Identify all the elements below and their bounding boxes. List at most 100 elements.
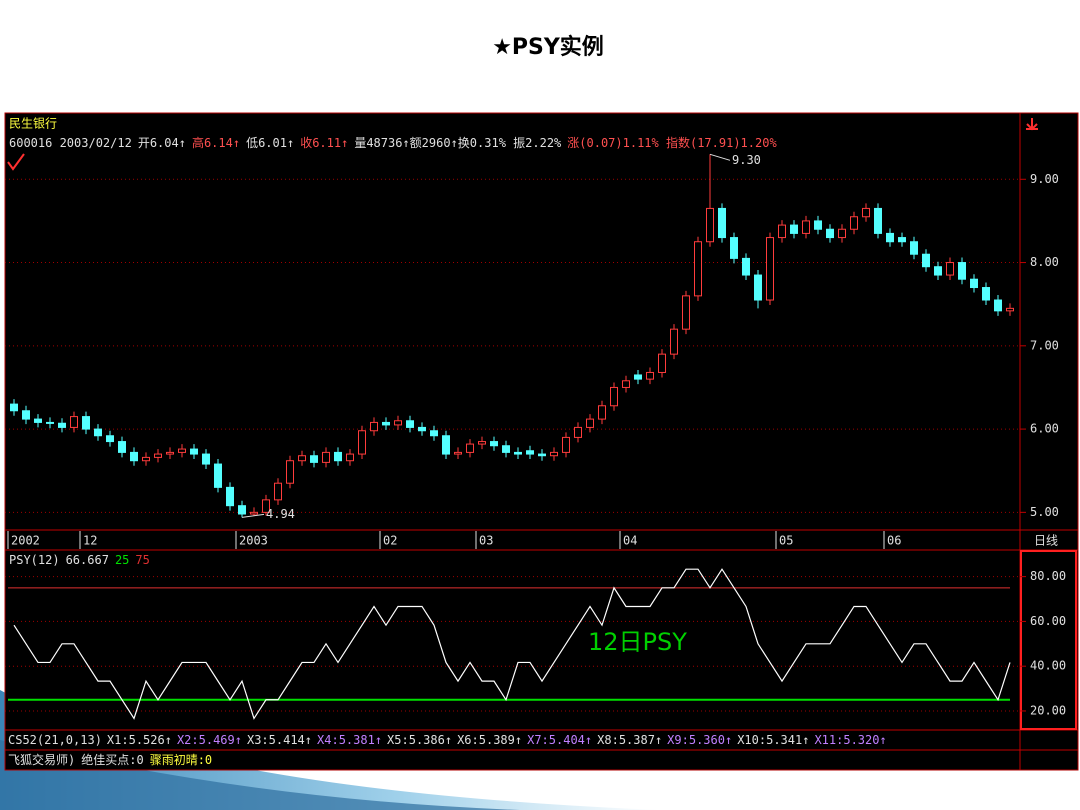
formula-row-item: X3:5.414↑ (247, 733, 312, 747)
candle-body (586, 418, 594, 428)
formula-row-item: X6:5.389↑ (457, 733, 522, 747)
quote-info-item: 低6.01↑ (246, 136, 294, 150)
formula-row-item: X4:5.381↑ (317, 733, 382, 747)
quote-info-item: 量48736↑额2960↑换0.31% 振2.22% (354, 136, 562, 150)
psy-line (13, 568, 1011, 720)
candle-body (622, 380, 630, 388)
candle-body (262, 499, 270, 513)
candle-body (814, 220, 822, 230)
signal-row: 飞狐交易师) 绝佳买点:0 骤雨初晴:0 (8, 752, 212, 767)
x-tick-label: 03 (479, 534, 493, 548)
candle-body (130, 451, 138, 462)
candle-body (142, 456, 150, 462)
candle-body (754, 274, 762, 301)
candle-body (886, 232, 894, 243)
candle-body (922, 253, 930, 268)
y-tick-label: 8.00 (1030, 255, 1059, 269)
candle-body (478, 441, 486, 445)
download-icon (1026, 118, 1038, 131)
formula-row-item: X8:5.387↑ (597, 733, 662, 747)
formula-row-item: X5:5.386↑ (387, 733, 452, 747)
threshold-label: 75 (135, 553, 149, 567)
candle-body (118, 441, 126, 453)
candle-body (394, 420, 402, 426)
candle-body (538, 453, 546, 457)
candle-body (682, 295, 690, 330)
x-tick-label: 2002 (11, 534, 40, 548)
candle-body (598, 405, 606, 420)
y-tick-label: 20.00 (1030, 703, 1066, 717)
period-label: 日线 (1034, 534, 1058, 548)
indicator-name: PSY(12) (9, 553, 60, 567)
candle-body (874, 207, 882, 234)
candle-body (34, 418, 42, 423)
chart-panel (4, 112, 1079, 771)
quote-info-item: 高6.14↑ (192, 135, 240, 150)
candle-body (106, 435, 114, 443)
decoration (0, 740, 520, 810)
candle-body (250, 511, 258, 515)
candle-body (202, 453, 210, 465)
candle-body (190, 448, 198, 455)
candle-body (670, 328, 678, 355)
candle-body (370, 421, 378, 432)
candle-body (514, 451, 522, 455)
x-tick-label: 02 (383, 534, 397, 548)
candle-body (226, 486, 234, 507)
candle-body (610, 386, 618, 407)
candle-body (286, 460, 294, 484)
quote-info-item: 涨(0.07)1.11% 指数(17.91)1.20% (567, 135, 777, 150)
candle-body (562, 436, 570, 453)
candle-body (778, 224, 786, 239)
candle-body (634, 374, 642, 380)
candle-body (838, 228, 846, 239)
candle-body (322, 451, 330, 463)
candle-body (850, 216, 858, 230)
candle-body (454, 451, 462, 455)
candle-body (358, 430, 366, 455)
candle-body (994, 299, 1002, 312)
candle-body (346, 453, 354, 462)
candle-body (46, 421, 54, 424)
candle-body (274, 482, 282, 501)
slide-title: ★PSY实例 (492, 34, 604, 60)
candle-body (10, 403, 18, 412)
candle-body (982, 287, 990, 301)
threshold-label: 25 (115, 553, 129, 567)
candle-body (418, 426, 426, 432)
candle-body (826, 228, 834, 239)
candle-body (910, 241, 918, 255)
candle-body (946, 262, 954, 276)
x-tick-label: 12 (83, 534, 97, 548)
check-icon (7, 153, 25, 171)
candle-body (646, 371, 654, 380)
candle-body (382, 421, 390, 426)
candle-body (466, 443, 474, 453)
formula-row-item: X1:5.526↑ (107, 733, 172, 747)
candle-body (574, 426, 582, 438)
candle-body (802, 220, 810, 234)
candle-body (58, 422, 66, 428)
quote-info-item: 开6.04↑ (138, 136, 186, 150)
y-tick-label: 5.00 (1030, 505, 1059, 519)
indicator-value: 66.667 (66, 553, 109, 567)
formula-row-item: X7:5.404↑ (527, 733, 592, 747)
candle-body (214, 463, 222, 488)
candle-body (550, 451, 558, 457)
candle-body (742, 257, 750, 276)
x-tick-label: 04 (623, 534, 637, 548)
candle-body (310, 455, 318, 463)
low-label: 4.94 (266, 507, 295, 521)
low-pointer (241, 513, 265, 518)
candle-body (406, 420, 414, 428)
x-tick-label: 05 (779, 534, 793, 548)
formula-row-item: X2:5.469↑ (177, 733, 242, 747)
candle-body (70, 416, 78, 428)
y-tick-label: 6.00 (1030, 422, 1059, 436)
candle-body (694, 241, 702, 297)
signal-row-item: 飞狐交易师) (8, 752, 75, 767)
y-tick-label: 40.00 (1030, 659, 1066, 673)
y-tick-label: 60.00 (1030, 614, 1066, 628)
formula-row-item: CS52(21,0,13) (8, 733, 102, 747)
